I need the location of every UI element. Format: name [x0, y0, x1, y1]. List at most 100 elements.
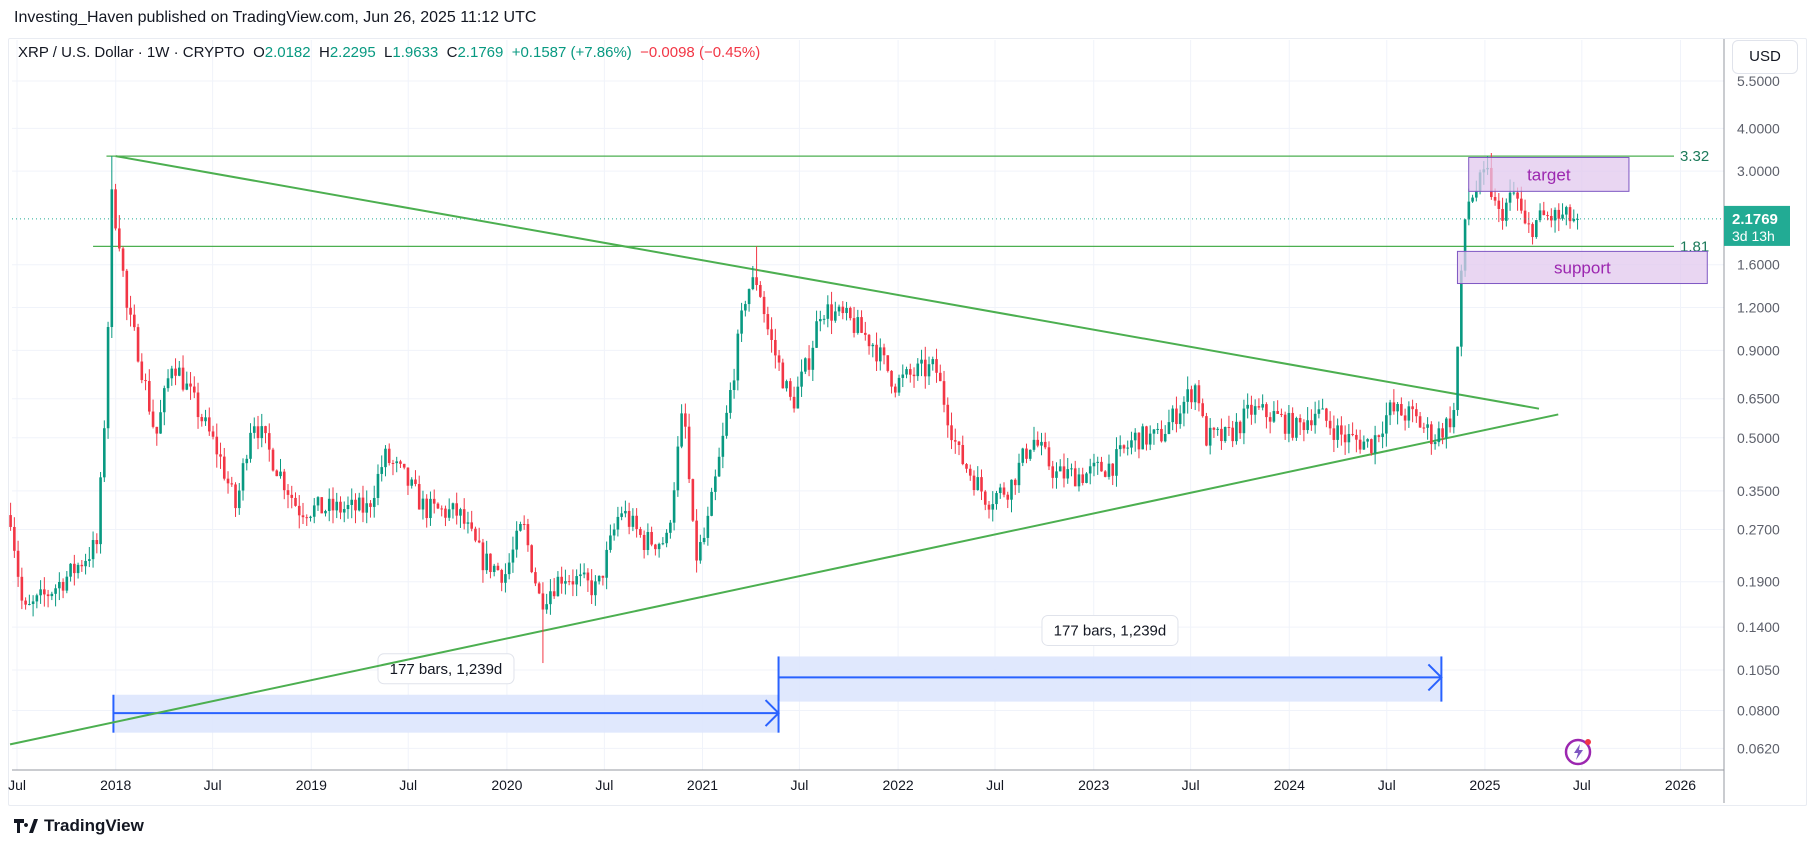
candle-body [912, 374, 916, 377]
time-tick-label: Jul [8, 777, 26, 793]
candle-body [1527, 223, 1531, 225]
candle-body [522, 523, 526, 525]
candle-body [515, 530, 518, 550]
candle-body [417, 484, 421, 510]
candle-body [50, 593, 54, 597]
candle-body [1220, 428, 1223, 442]
candle-body [1553, 209, 1557, 221]
price-tick-label: 5.5000 [1737, 73, 1780, 89]
candle-body [1358, 439, 1362, 450]
candle-body [1257, 406, 1261, 408]
candle-body [271, 449, 275, 471]
candle-body [58, 581, 61, 589]
last-price-value: 2.1769 [1732, 211, 1778, 228]
candle-body [1415, 409, 1418, 417]
candle-body [1325, 408, 1328, 421]
currency-button[interactable]: USD [1732, 40, 1798, 74]
price-tick-label: 0.2700 [1737, 521, 1780, 537]
candle-body [1493, 197, 1497, 201]
candle-body [706, 515, 710, 538]
candle-body [320, 497, 324, 514]
candle-body [1013, 479, 1017, 486]
candle-body [118, 228, 121, 249]
candle-body [845, 307, 848, 314]
arrow-right-icon [1427, 663, 1443, 692]
candle-body [931, 359, 935, 365]
candle-body [916, 363, 920, 377]
candle-body [965, 464, 968, 469]
candle-body [1137, 432, 1141, 450]
candle-body [1107, 463, 1111, 477]
candle-body [252, 426, 256, 433]
candle-body [856, 317, 860, 333]
candle-body [609, 535, 612, 550]
candle-body [414, 479, 417, 485]
candle-body [305, 517, 309, 519]
candle-body [766, 314, 770, 330]
candle-body [654, 544, 657, 550]
candle-body [1433, 442, 1437, 445]
price-tick-label: 0.0620 [1737, 740, 1780, 756]
candle-body [575, 576, 578, 585]
candle-body [1310, 420, 1313, 426]
candle-body [1568, 207, 1572, 222]
candle-body [1276, 411, 1279, 414]
price-axis: 5.5000 4.0000 3.0000 1.6000 1.2000 0.9000 0.65… [12, 39, 1790, 803]
price-tick-label: 0.3500 [1737, 483, 1780, 499]
candle-body [200, 417, 204, 422]
candle-body [1430, 424, 1433, 445]
candle-body [552, 591, 556, 597]
candle-body [1572, 218, 1576, 222]
candle-body [1508, 192, 1512, 203]
candle-body [192, 386, 196, 393]
candle-body [1126, 447, 1130, 449]
candle-body [537, 583, 541, 594]
candle-body [133, 314, 136, 328]
candle-body [387, 448, 391, 463]
footer-logo[interactable]: TradingView [14, 816, 144, 836]
candle-body [1497, 200, 1501, 209]
trendline [9, 413, 1559, 746]
time-tick-label: Jul [790, 777, 808, 793]
candle-body [624, 510, 627, 514]
candle-body [1475, 190, 1478, 198]
date-range-label: 177 bars, 1,239d [390, 661, 503, 678]
candle-body [65, 576, 69, 591]
candle-body [136, 327, 140, 362]
time-tick-label: Jul [399, 777, 417, 793]
candle-body [1182, 401, 1186, 414]
tradingview-spark-logo-icon [1564, 738, 1592, 766]
candle-body [1328, 420, 1332, 429]
trendlines: 3.321.81 [9, 148, 1709, 746]
time-tick-label: 2025 [1469, 777, 1500, 793]
candle-body [1340, 425, 1343, 435]
candle-body [774, 339, 777, 356]
candle-body [556, 576, 560, 597]
trendline [115, 155, 1540, 410]
candle-body [1190, 389, 1193, 403]
candle-body [432, 498, 436, 504]
candle-body [312, 505, 316, 517]
candle-body [714, 476, 717, 492]
candle-body [519, 523, 522, 531]
candle-body [867, 334, 871, 347]
time-tick-label: 2018 [100, 777, 131, 793]
candle-body [1531, 224, 1534, 238]
candle-body [579, 574, 582, 577]
candle-body [230, 483, 234, 485]
candle-body [601, 575, 605, 578]
level-label: 3.32 [1680, 148, 1709, 165]
candle-body [976, 477, 980, 491]
candle-body [365, 503, 369, 513]
candles [9, 153, 1579, 664]
candle-body [46, 594, 50, 597]
candle-body [1021, 448, 1025, 463]
candle-body [504, 574, 507, 583]
candle-body [1265, 404, 1268, 418]
candle-body [950, 425, 953, 441]
candle-body [1025, 448, 1028, 459]
candle-body [560, 576, 563, 584]
symbol-name[interactable]: XRP / U.S. Dollar · 1W · CRYPTO [18, 44, 245, 61]
candle-body [282, 471, 286, 491]
